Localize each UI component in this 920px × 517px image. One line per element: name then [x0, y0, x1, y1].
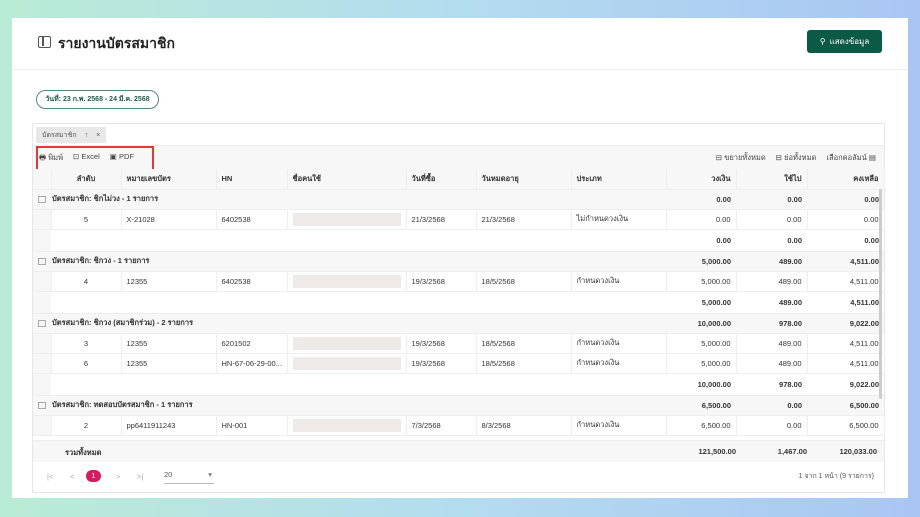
pdf-button[interactable]: ▣ PDF	[109, 152, 134, 161]
toolbar: 🖶 พิมพ์ ⊡ Excel ▣ PDF ⊟ ขยายทั้งหมด ⊟ ย่…	[33, 146, 884, 171]
chevron-down-icon: ▾	[208, 470, 212, 479]
table-row[interactable]: 3 12355 6201502 19/3/2568 18/5/2568 กำหนดวงเง…	[33, 333, 885, 354]
printer-icon: 🖶	[39, 153, 47, 162]
col-used[interactable]: ใช้ไป	[736, 169, 808, 190]
group-panel: บัตรสมาชิก ↑ ×	[33, 124, 884, 146]
expand-group-icon[interactable]	[38, 195, 46, 203]
next-page-icon[interactable]: >	[116, 472, 121, 481]
total-label: รวมทั้งหมด	[65, 448, 102, 457]
excel-button[interactable]: ⊡ Excel	[73, 152, 100, 161]
grand-total-row: รวมทั้งหมด 121,500.00 1,467.00 120,033.0…	[33, 440, 884, 462]
table-row[interactable]: 2 pp6411911243 HN-001 7/3/2568 8/3/2568 กำหนด…	[33, 415, 885, 436]
group-row[interactable]: บัตรสมาชิก: ชิกไม่วง - 1 รายการ 0.00 0.00 0…	[33, 189, 884, 210]
expand-group-icon[interactable]	[38, 401, 46, 409]
redacted-name	[292, 274, 401, 288]
table-row[interactable]: 4 12355 6402538 19/3/2568 18/5/2568 กำหนดวงเง…	[33, 271, 885, 292]
expand-group-icon[interactable]	[38, 257, 46, 265]
expand-group-icon[interactable]	[38, 319, 46, 327]
pager-info: 1 จาก 1 หน้า (9 รายการ)	[798, 473, 874, 480]
expand-icon: ⊟	[715, 153, 723, 162]
col-hn[interactable]: HN	[216, 169, 288, 190]
report-card: รายงานบัตรสมาชิก ⚲ แสดงข้อมูล วันที่: 23 …	[12, 18, 908, 498]
col-buy-date[interactable]: วันที่ซื้อ	[406, 169, 477, 190]
redacted-name	[292, 212, 401, 226]
sidebar-toggle-icon[interactable]	[38, 36, 51, 48]
table-row[interactable]: 5 X-21028 6402538 21/3/2568 21/3/2568 ไม่กำหน…	[33, 209, 885, 230]
page-size-select[interactable]: 20 ▾	[164, 470, 214, 484]
group-row[interactable]: บัตรสมาชิก: ชิกวง - 1 รายการ 5,000.00 489.…	[33, 251, 884, 272]
show-data-button[interactable]: ⚲ แสดงข้อมูล	[807, 30, 882, 53]
column-chooser-icon: ▤	[868, 153, 876, 162]
col-type[interactable]: ประเภท	[571, 169, 667, 190]
redacted-name	[292, 356, 401, 370]
total-limit: 121,500.00	[698, 447, 736, 456]
group-row[interactable]: บัตรสมาชิก: ชิกวง (สมาชิกร่วม) - 2 รายกา…	[33, 313, 884, 334]
col-exp-date[interactable]: วันหมดอายุ	[476, 169, 572, 190]
table-row[interactable]: 6 12355 HN-67-06-29-00... 19/3/2568 18/5/256…	[33, 353, 885, 374]
page-1-button[interactable]: 1	[86, 470, 101, 482]
col-limit[interactable]: วงเงิน	[666, 169, 737, 190]
redacted-name	[292, 336, 401, 350]
col-remain[interactable]: คงเหลือ	[807, 169, 885, 190]
page-title: รายงานบัตรสมาชิก	[58, 35, 175, 51]
prev-page-icon[interactable]: <	[70, 472, 75, 481]
sort-up-icon[interactable]: ↑	[84, 131, 89, 139]
group-footer-row: 10,000.00 978.00 9,022.00	[33, 373, 884, 396]
collapse-icon: ⊟	[775, 153, 783, 162]
report-grid: บัตรสมาชิก ↑ × 🖶 พิมพ์ ⊡ Excel ▣ PDF ⊟ ขยา…	[32, 123, 885, 493]
close-icon[interactable]: ×	[96, 131, 101, 139]
expand-all-button[interactable]: ⊟ ขยายทั้งหมด	[715, 153, 766, 162]
scrollbar[interactable]	[879, 189, 882, 399]
search-icon: ⚲	[819, 37, 826, 46]
print-button[interactable]: 🖶 พิมพ์	[39, 153, 64, 162]
group-row[interactable]: บัตรสมาชิก: ทดสอบบัตรสมาชิก - 1 รายการ 6,…	[33, 395, 884, 416]
total-remain: 120,033.00	[839, 447, 877, 456]
last-page-icon[interactable]: >|	[137, 472, 144, 481]
group-footer-row: 0.00 0.00 0.00	[33, 229, 884, 252]
collapse-all-button[interactable]: ⊟ ย่อทั้งหมด	[775, 153, 817, 162]
date-filter-chip[interactable]: วันที่: 23 ก.พ. 2568 - 24 มี.ค. 2568	[36, 90, 159, 109]
pdf-icon: ▣	[109, 152, 117, 161]
excel-icon: ⊡	[73, 152, 80, 161]
page-header: รายงานบัตรสมาชิก ⚲ แสดงข้อมูล	[12, 18, 908, 70]
group-footer-row: 5,000.00 489.00 4,511.00	[33, 291, 884, 314]
total-used: 1,467.00	[777, 447, 807, 456]
group-chip[interactable]: บัตรสมาชิก ↑ ×	[36, 127, 107, 143]
first-page-icon[interactable]: |<	[47, 472, 54, 481]
col-no[interactable]: ลำดับ	[51, 169, 122, 190]
choose-columns-button[interactable]: เลือกคอลัมน์ ▤	[826, 153, 876, 162]
header-row: ลำดับ หมายเลขบัตร HN ชื่อคนใช้ วันที่ซื้…	[33, 169, 885, 190]
report-table: ลำดับ หมายเลขบัตร HN ชื่อคนใช้ วันที่ซื้…	[33, 169, 885, 436]
col-card[interactable]: หมายเลขบัตร	[121, 169, 217, 190]
pager: |< < 1 > >| 20 ▾ 1 จาก 1 หน้า (9 รายการ)	[33, 463, 884, 493]
col-user[interactable]: ชื่อคนใช้	[287, 169, 407, 190]
redacted-name	[292, 418, 401, 432]
